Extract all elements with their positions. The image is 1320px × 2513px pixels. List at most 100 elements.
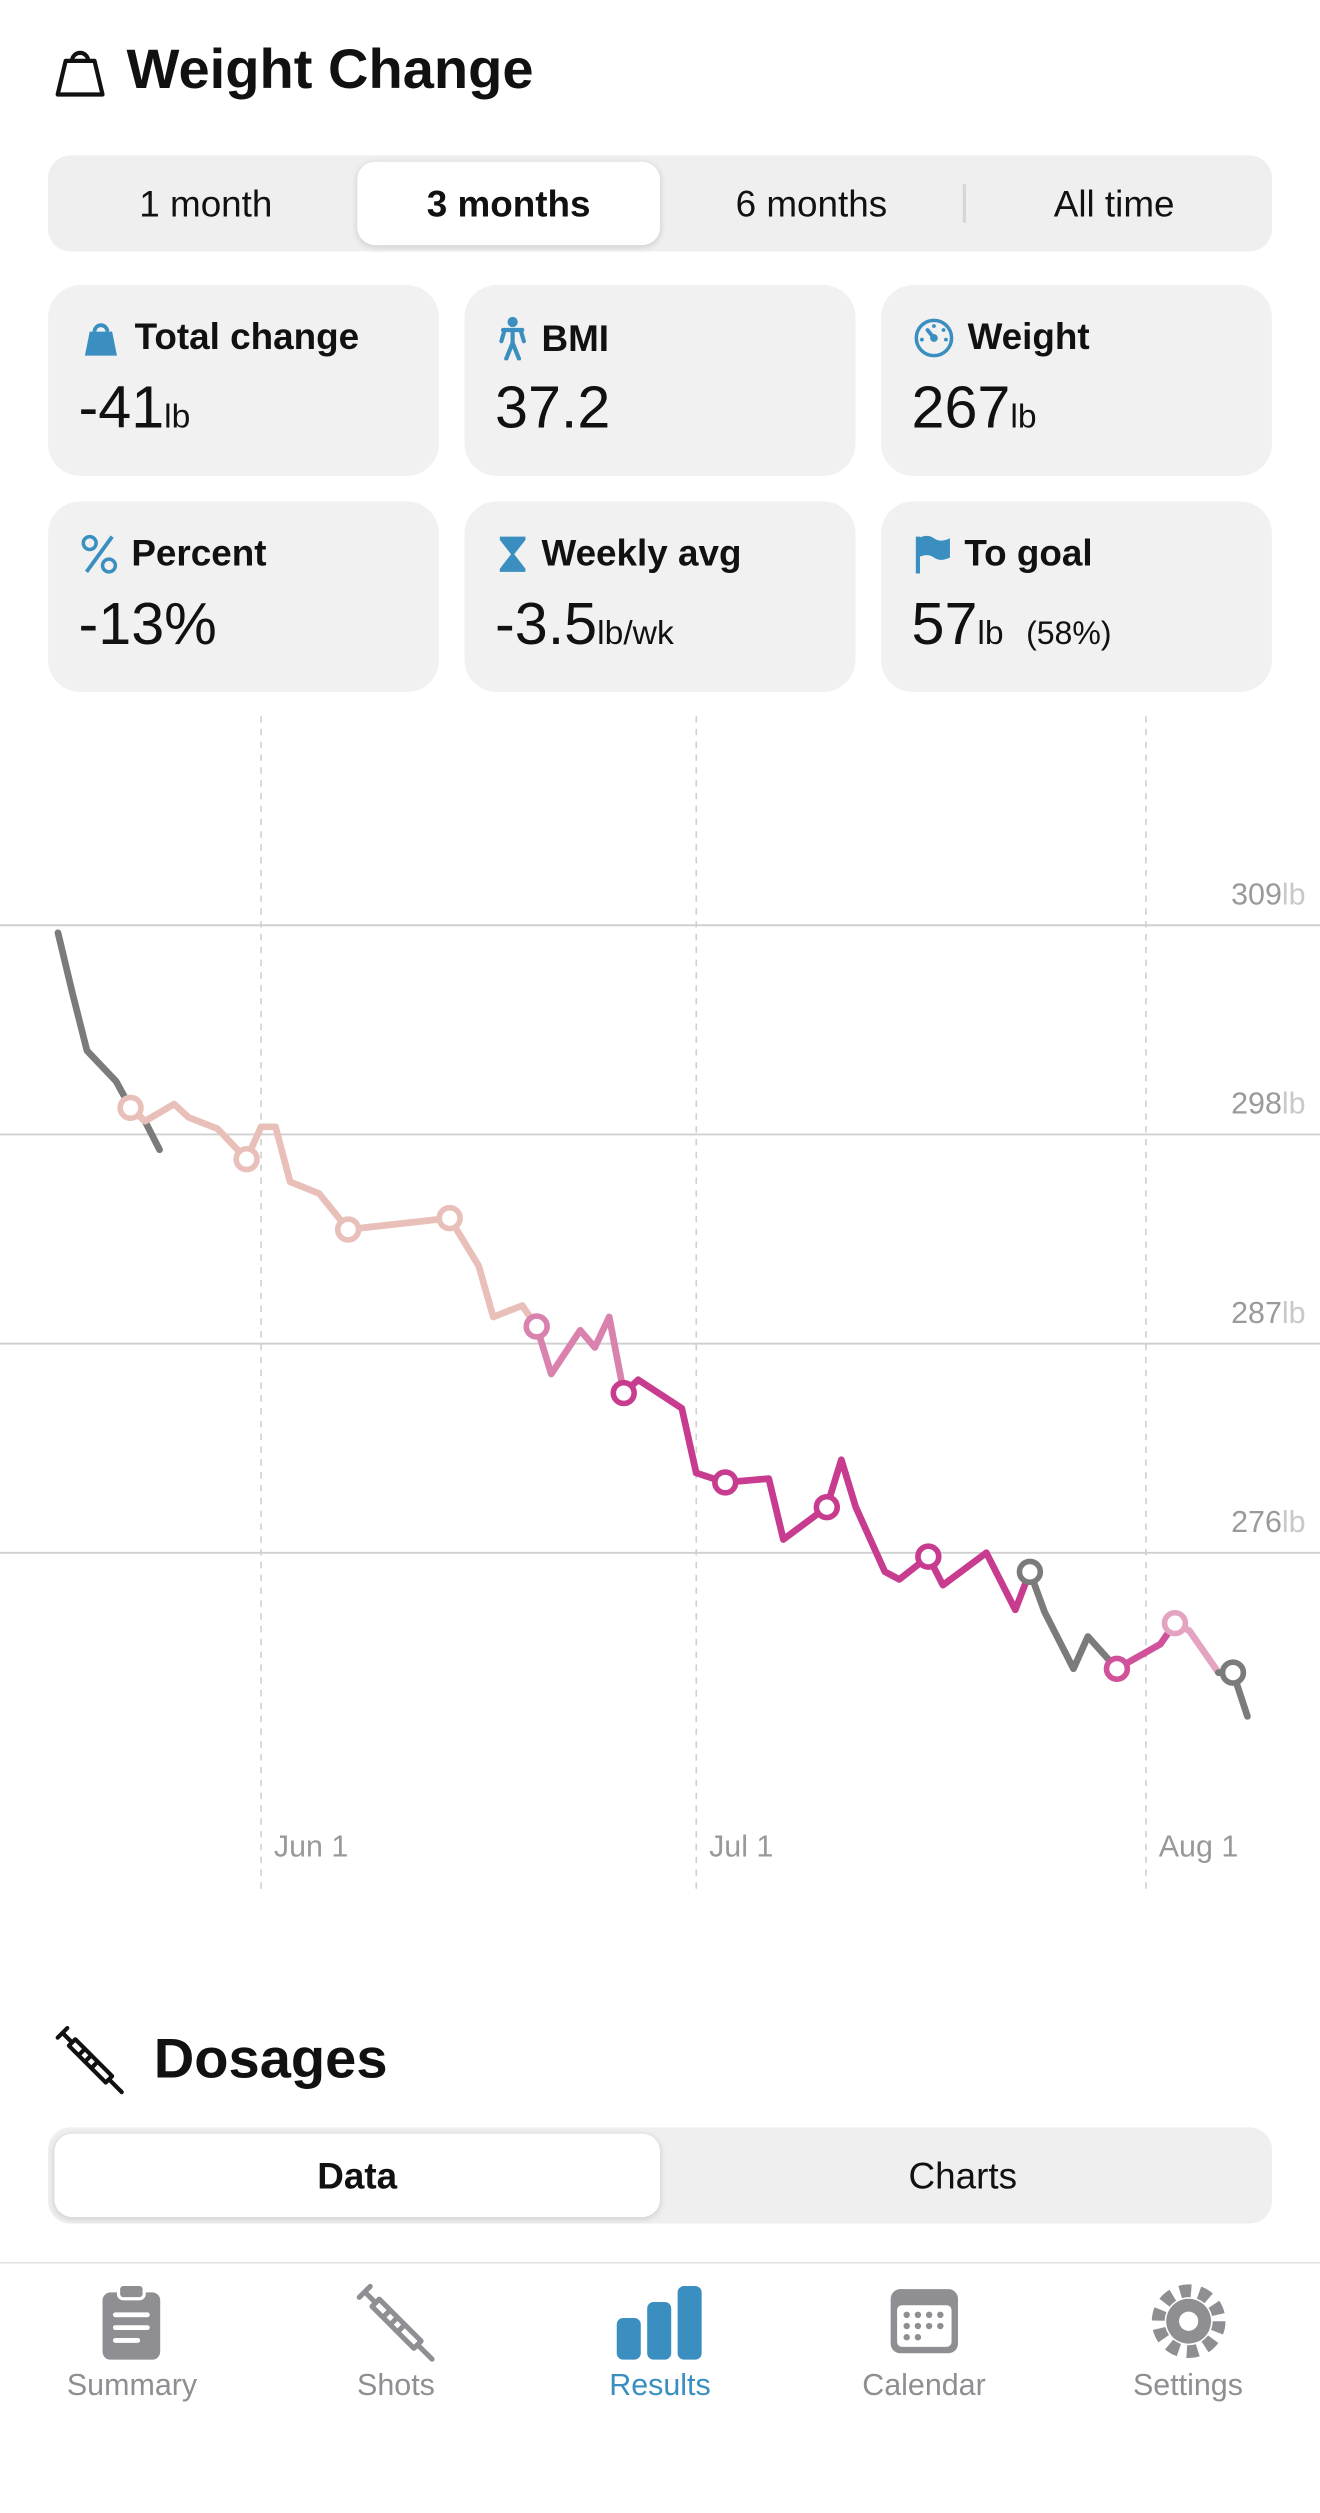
dose-marker	[915, 1543, 942, 1570]
y-tick-unit: lb	[1282, 877, 1306, 911]
flag-icon	[915, 535, 950, 573]
stat-card: Weekly avg -3.5lb/wk	[464, 501, 856, 693]
stat-card: Total change -41lb	[48, 285, 439, 476]
dose-marker	[436, 1204, 463, 1232]
weight-line	[1026, 1568, 1121, 1673]
dose-marker	[712, 1469, 739, 1496]
x-tick-label: Aug 1	[1159, 1830, 1239, 1864]
tab[interactable]: Shots	[264, 2264, 528, 2513]
stat-value: -3.5	[495, 591, 598, 657]
stat-label-row: To goal	[913, 532, 1093, 575]
stat-value: 267	[911, 374, 1011, 441]
stat-label-row: Total change	[80, 316, 359, 359]
dose-marker	[334, 1216, 362, 1243]
calendar-icon	[890, 2289, 958, 2354]
stat-label: BMI	[541, 316, 610, 359]
segment-option[interactable]: All time	[962, 162, 1266, 245]
results-icon	[616, 2285, 702, 2360]
stat-value-row: -13%	[78, 591, 216, 658]
section-title: Weight Change	[126, 38, 534, 101]
dose-marker	[1219, 1659, 1247, 1686]
stat-unit: lb/wk	[597, 615, 674, 652]
stat-value-row: 37.2	[495, 375, 610, 442]
segment-option[interactable]: 3 months	[357, 161, 661, 246]
range-selector: 1 month 3 months 6 months All time	[48, 155, 1272, 252]
syringe-icon	[55, 2025, 124, 2095]
weight-icon	[55, 50, 105, 97]
settings-icon	[1151, 2284, 1225, 2359]
stat-card: Percent -13%	[48, 501, 439, 693]
percent-icon	[81, 534, 118, 573]
tab-label: Calendar	[862, 2369, 986, 2403]
stat-value-row: -41lb	[78, 375, 190, 442]
tab-label: Results	[609, 2369, 711, 2403]
y-tick-unit: lb	[1282, 1087, 1306, 1121]
y-tick-value: 287	[1231, 1296, 1282, 1330]
stat-label: Weight	[967, 315, 1090, 358]
y-tick-label: 276lb	[1231, 1505, 1305, 1539]
tab-label: Settings	[1132, 2369, 1243, 2403]
x-tick-label: Jun 1	[274, 1830, 348, 1864]
stat-card: To goal 57lb (58%)	[881, 501, 1272, 693]
dose-marker	[813, 1493, 841, 1521]
weight-icon	[84, 322, 117, 355]
gauge-icon	[914, 317, 954, 357]
stat-label-row: Weekly avg	[497, 531, 742, 575]
y-tick-value: 276	[1231, 1505, 1282, 1539]
segment-option[interactable]: 6 months	[735, 181, 888, 224]
dose-marker	[1103, 1655, 1131, 1683]
stat-value-row: -3.5lb/wk	[495, 591, 674, 658]
segment-option[interactable]: Data	[54, 2133, 661, 2218]
y-tick-label: 298lb	[1231, 1087, 1305, 1121]
segment-option[interactable]: Charts	[908, 2153, 1018, 2196]
tab[interactable]: Settings	[1056, 2264, 1320, 2513]
tab-label: Summary	[66, 2369, 198, 2403]
person-icon	[499, 316, 526, 361]
stat-label: Percent	[131, 531, 267, 574]
dosage-view-selector: Data Charts	[48, 2127, 1272, 2224]
stat-value: 57	[911, 591, 978, 657]
tab[interactable]: Results	[528, 2264, 792, 2513]
y-tick-unit: lb	[1282, 1296, 1306, 1330]
tab[interactable]: Calendar	[792, 2264, 1056, 2513]
dose-marker	[610, 1379, 637, 1407]
y-tick-value: 309	[1231, 877, 1282, 911]
tab-label: Shots	[357, 2369, 435, 2403]
stat-label-row: Weight	[913, 316, 1090, 359]
stat-label-row: BMI	[497, 316, 609, 361]
stat-note: (58%)	[1026, 616, 1112, 652]
dose-marker	[117, 1094, 144, 1122]
y-tick-label: 309lb	[1231, 877, 1305, 911]
stat-value-row: 57lb (58%)	[912, 591, 1112, 658]
summary-icon	[103, 2282, 161, 2360]
stat-label: To goal	[964, 531, 1093, 574]
tab[interactable]: Summary	[0, 2264, 264, 2513]
weight-line	[620, 1376, 1034, 1614]
stat-unit: lb	[1010, 398, 1037, 436]
stat-label: Weekly avg	[541, 531, 742, 574]
stat-unit: lb	[977, 615, 1004, 652]
stat-value: -41	[78, 374, 165, 441]
tab-bar: Summary Shots Results Calendar Settings	[0, 2261, 1320, 2513]
shots-icon	[357, 2283, 435, 2362]
stat-card: BMI 37.2	[464, 285, 856, 476]
hourglass-icon	[499, 535, 526, 572]
x-tick-label: Jul 1	[709, 1830, 773, 1864]
stat-value-row: 267lb	[912, 375, 1037, 442]
dose-marker	[1016, 1558, 1044, 1586]
segment-option[interactable]: 1 month	[139, 181, 273, 224]
stat-label-row: Percent	[80, 531, 267, 575]
weight-line	[533, 1313, 628, 1397]
y-tick-label: 287lb	[1231, 1296, 1305, 1330]
stat-label: Total change	[134, 315, 360, 358]
y-tick-value: 298	[1231, 1087, 1282, 1121]
dose-marker	[233, 1145, 260, 1173]
dose-marker	[523, 1313, 550, 1340]
stat-value: -13%	[78, 591, 217, 657]
weight-line	[127, 1100, 541, 1330]
section-title: Dosages	[153, 2028, 388, 2091]
y-tick-unit: lb	[1282, 1505, 1306, 1539]
